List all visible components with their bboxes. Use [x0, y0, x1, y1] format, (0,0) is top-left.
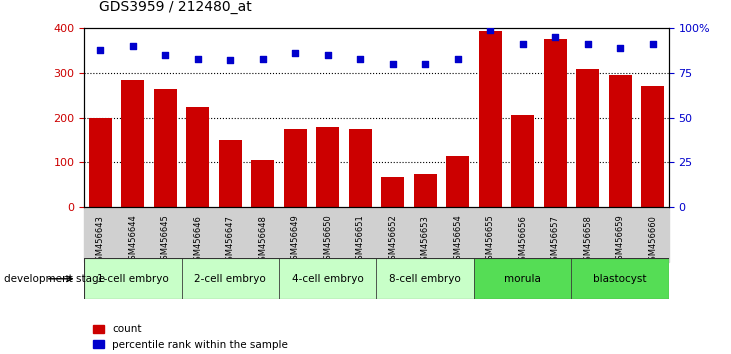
- Text: 1-cell embryo: 1-cell embryo: [97, 274, 169, 284]
- FancyBboxPatch shape: [279, 258, 376, 299]
- FancyBboxPatch shape: [181, 258, 279, 299]
- FancyBboxPatch shape: [376, 258, 474, 299]
- Text: morula: morula: [504, 274, 541, 284]
- Bar: [251, 160, 274, 207]
- Point: [485, 27, 496, 33]
- Bar: [121, 80, 144, 207]
- Point: [582, 41, 594, 47]
- Text: 2-cell embryo: 2-cell embryo: [194, 274, 266, 284]
- Point: [257, 56, 268, 62]
- Bar: [317, 127, 339, 207]
- Bar: [641, 86, 664, 207]
- Point: [647, 41, 659, 47]
- Bar: [576, 69, 599, 207]
- Point: [192, 56, 204, 62]
- Point: [517, 41, 529, 47]
- Point: [387, 61, 398, 67]
- Point: [614, 45, 626, 51]
- Text: GDS3959 / 212480_at: GDS3959 / 212480_at: [99, 0, 251, 14]
- Bar: [511, 115, 534, 207]
- Bar: [219, 140, 242, 207]
- Point: [322, 52, 333, 58]
- Text: blastocyst: blastocyst: [594, 274, 647, 284]
- Text: 4-cell embryo: 4-cell embryo: [292, 274, 363, 284]
- Text: development stage: development stage: [4, 274, 105, 284]
- Bar: [154, 88, 177, 207]
- Bar: [414, 173, 436, 207]
- Point: [289, 51, 301, 56]
- Legend: count, percentile rank within the sample: count, percentile rank within the sample: [89, 320, 292, 354]
- Bar: [544, 40, 567, 207]
- FancyBboxPatch shape: [84, 258, 181, 299]
- Bar: [447, 156, 469, 207]
- Point: [355, 56, 366, 62]
- FancyBboxPatch shape: [474, 258, 572, 299]
- Bar: [284, 129, 306, 207]
- Point: [159, 52, 171, 58]
- Bar: [89, 118, 112, 207]
- Point: [127, 44, 139, 49]
- Bar: [349, 129, 371, 207]
- Point: [549, 34, 561, 40]
- Bar: [186, 107, 209, 207]
- Point: [452, 56, 463, 62]
- Bar: [479, 30, 501, 207]
- Bar: [609, 75, 632, 207]
- Text: 8-cell embryo: 8-cell embryo: [390, 274, 461, 284]
- FancyBboxPatch shape: [572, 258, 669, 299]
- Point: [420, 61, 431, 67]
- Point: [94, 47, 106, 53]
- Bar: [382, 177, 404, 207]
- Point: [224, 58, 236, 63]
